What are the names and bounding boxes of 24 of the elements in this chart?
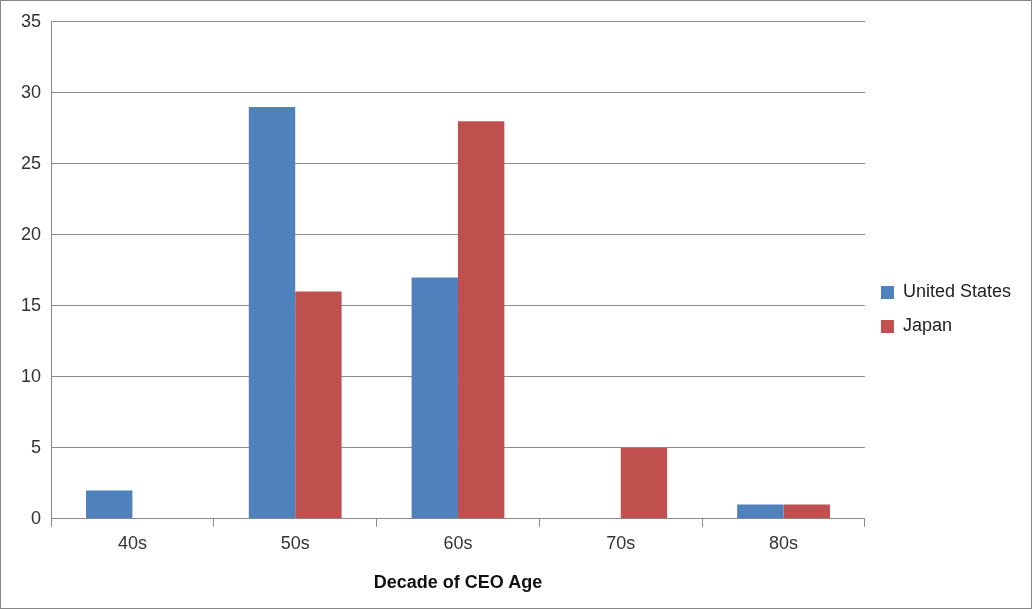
x-axis-title: Decade of CEO Age [373, 572, 543, 593]
x-tick-label: 40s [117, 532, 147, 553]
x-tick-label: 50s [280, 532, 310, 553]
legend-label: United States [902, 281, 1011, 302]
y-tick-label: 35 [20, 10, 42, 31]
y-tick-label: 5 [31, 436, 42, 457]
y-tick-label: 20 [20, 223, 42, 244]
bar [295, 291, 342, 519]
y-tick-label: 10 [20, 365, 42, 386]
y-tick-label: 0 [31, 507, 42, 528]
bar [783, 504, 830, 519]
bar [411, 277, 458, 519]
x-tick-label: 60s [443, 532, 473, 553]
bar [248, 107, 296, 519]
y-tick-label: 25 [20, 152, 42, 173]
x-tick-label: 70s [606, 532, 636, 553]
y-tick-label: 15 [20, 294, 42, 315]
y-tick-label: 30 [20, 81, 42, 102]
bar [620, 447, 668, 519]
bar [86, 490, 133, 519]
bar [737, 504, 784, 519]
legend-label: Japan [902, 315, 952, 336]
bar [457, 121, 505, 519]
x-tick-label: 80s [769, 532, 799, 553]
